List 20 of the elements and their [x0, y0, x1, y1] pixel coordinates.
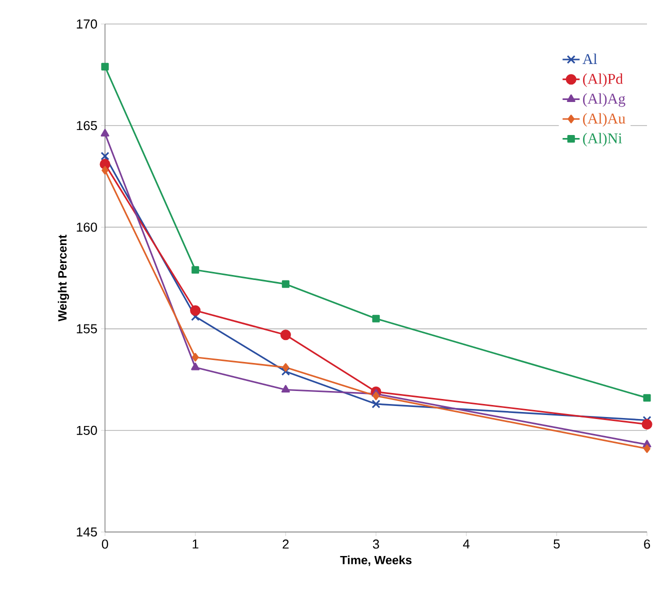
y-tick-label: 155 [76, 324, 97, 334]
x-tick-label: 2 [282, 540, 289, 549]
x-tick-label: 6 [644, 540, 650, 549]
y-tick-label: 150 [76, 426, 97, 435]
x-tick-label: 3 [372, 540, 380, 549]
x-axis-title: Time, Weeks [340, 556, 412, 566]
y-tick-label: 170 [76, 19, 97, 29]
y-tick-label: 145 [76, 527, 97, 537]
legend-label: (Al)Au [583, 113, 626, 127]
legend-label: (Al)Pd [583, 73, 623, 87]
x-tick-label: 5 [554, 540, 560, 549]
legend-label: (Al)Ni [583, 132, 622, 146]
y-tick-label: 165 [76, 121, 97, 130]
x-tick-label: 1 [192, 540, 198, 548]
y-axis-title: Weight Percent [58, 234, 70, 322]
y-tick-label: 160 [76, 222, 97, 232]
x-tick-label: 4 [463, 540, 470, 548]
x-tick-label: 0 [102, 540, 108, 549]
legend-label: (Al)Ag [583, 93, 626, 107]
legend-label: Al [582, 54, 598, 64]
